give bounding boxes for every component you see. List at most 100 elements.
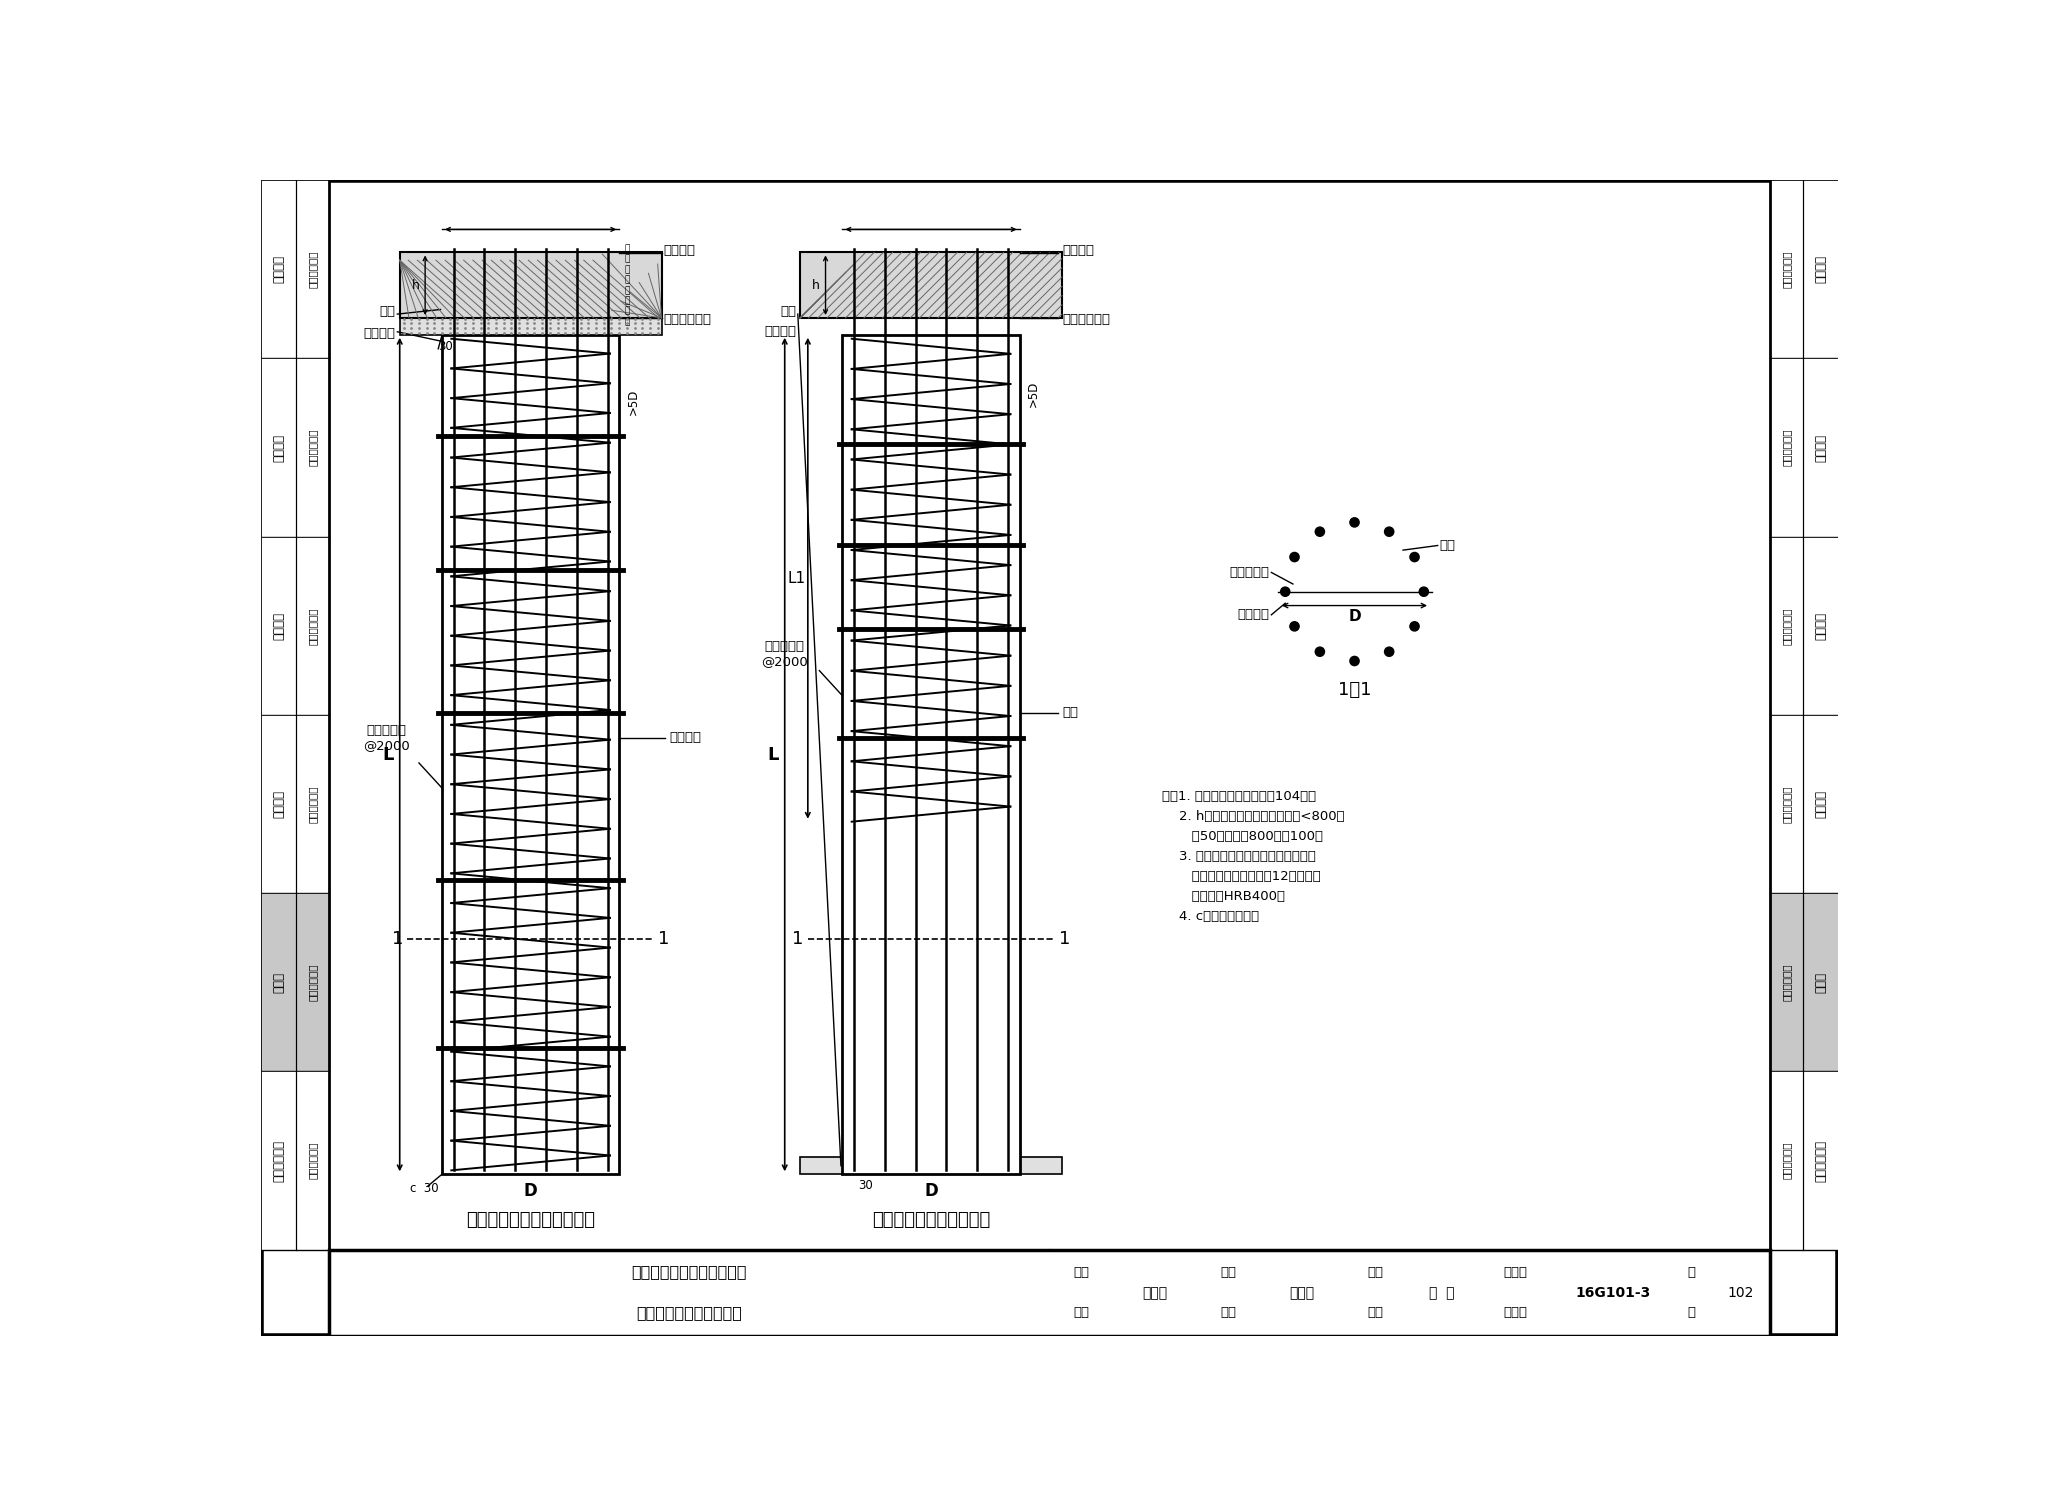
Circle shape [1290, 621, 1298, 630]
Text: 桩顶标高: 桩顶标高 [664, 245, 696, 258]
Text: 焊接加劲箍: 焊接加劲箍 [1229, 566, 1270, 579]
Text: 3. 焊接加劲箍见设计标注，当设计未: 3. 焊接加劲箍见设计标注，当设计未 [1161, 850, 1317, 863]
Circle shape [1409, 621, 1419, 630]
Text: L: L [383, 746, 393, 764]
Text: 基础相关构造: 基础相关构造 [272, 1139, 285, 1181]
Bar [262, 893, 330, 1072]
Text: 1－1: 1－1 [1337, 681, 1372, 699]
Text: L: L [768, 746, 778, 764]
Text: 刘国辉: 刘国辉 [1288, 1286, 1315, 1300]
Text: 16G101-3: 16G101-3 [1575, 1286, 1651, 1300]
Text: 标准构造详图: 标准构造详图 [307, 251, 317, 288]
Circle shape [1350, 656, 1360, 665]
Bar [442, 335, 618, 1174]
Bar [262, 537, 330, 714]
Text: 页: 页 [1688, 1265, 1696, 1279]
Bar [262, 714, 330, 893]
Text: 标准构造详图: 标准构造详图 [307, 606, 317, 644]
Text: 杨  建: 杨 建 [1430, 1286, 1454, 1300]
Bar [1769, 893, 1839, 1072]
Text: 灌注桩通长等截面配筋构造: 灌注桩通长等截面配筋构造 [631, 1264, 748, 1279]
Text: c  30: c 30 [410, 1181, 438, 1195]
Text: 筏形基础: 筏形基础 [272, 790, 285, 818]
Bar [1769, 180, 1839, 359]
Text: >5D: >5D [627, 389, 639, 416]
Text: 标准构造详图: 标准构造详图 [1782, 606, 1792, 644]
Text: 2. h为桩顶进入承台高度，桩径<800时: 2. h为桩顶进入承台高度，桩径<800时 [1161, 811, 1346, 823]
Text: 标准构造详图: 标准构造详图 [1782, 251, 1792, 288]
Circle shape [1384, 647, 1395, 656]
Bar [801, 252, 1063, 318]
Text: 标准构造详图: 标准构造详图 [1782, 429, 1792, 467]
Text: 螺旋箍筋: 螺旋箍筋 [764, 326, 797, 338]
Text: 30: 30 [438, 339, 453, 353]
Circle shape [1290, 552, 1298, 561]
Text: 校对: 校对 [1221, 1265, 1237, 1279]
Text: 垫层: 垫层 [780, 305, 797, 318]
Text: 通长纵筋: 通长纵筋 [670, 731, 700, 744]
Text: 纵筋: 纵筋 [1063, 705, 1077, 719]
Text: 纵筋: 纵筋 [1440, 539, 1456, 552]
Bar [1769, 714, 1839, 893]
Text: 圆
锚
锚
固
长
度
锚
栓: 圆 锚 锚 固 长 度 锚 栓 [625, 245, 629, 326]
Text: 1: 1 [1059, 931, 1069, 949]
Text: 筏形基础: 筏形基础 [1815, 790, 1827, 818]
Text: 焊接加劲箍
@2000: 焊接加劲箍 @2000 [362, 723, 410, 752]
Text: h: h [412, 279, 420, 291]
Text: 基础相关构造: 基础相关构造 [1815, 1139, 1827, 1181]
Bar [330, 1250, 1769, 1336]
Text: 螺旋箍筋: 螺旋箍筋 [1237, 608, 1270, 621]
Text: 页: 页 [1688, 1306, 1696, 1319]
Bar [330, 1250, 1769, 1336]
Text: 102: 102 [1726, 1286, 1753, 1300]
Text: 灌注桩部分长度配筋构造: 灌注桩部分长度配筋构造 [872, 1211, 989, 1229]
Text: D: D [924, 1183, 938, 1201]
Text: 条形基础: 条形基础 [272, 612, 285, 639]
Text: 焊接加劲箍
@2000: 焊接加劲箍 @2000 [762, 639, 809, 668]
Text: 标准构造详图: 标准构造详图 [307, 1142, 317, 1180]
Text: 标准构造详图: 标准构造详图 [307, 429, 317, 467]
Text: 标准构造详图: 标准构造详图 [1782, 964, 1792, 1001]
Text: 独立基础: 独立基础 [272, 434, 285, 461]
Text: 灌注桩通长等截面配筋构造: 灌注桩通长等截面配筋构造 [467, 1211, 596, 1229]
Text: 审核: 审核 [1073, 1306, 1090, 1319]
Circle shape [1280, 587, 1290, 596]
Bar [1769, 1072, 1839, 1250]
Text: L1: L1 [786, 570, 805, 585]
Bar [801, 1157, 1063, 1174]
Text: 图集号: 图集号 [1503, 1265, 1528, 1279]
Text: 一般构造: 一般构造 [1815, 255, 1827, 284]
Bar [842, 335, 1020, 1174]
Text: >5D: >5D [1026, 380, 1040, 407]
Text: 一般构造: 一般构造 [272, 255, 285, 284]
Text: 灌注桩部分长度配筋构造: 灌注桩部分长度配筋构造 [637, 1304, 741, 1319]
Circle shape [1350, 518, 1360, 527]
Bar [399, 252, 662, 318]
Text: 图集号: 图集号 [1503, 1306, 1528, 1319]
Text: 注：1. 纵筋锚入承台做法见第104页。: 注：1. 纵筋锚入承台做法见第104页。 [1161, 790, 1317, 803]
Text: 30: 30 [858, 1180, 872, 1192]
Text: D: D [524, 1183, 537, 1201]
Text: 4. c为保护层厚度。: 4. c为保护层厚度。 [1161, 910, 1260, 923]
Text: 注明时，加劲箍直径为12，强度等: 注明时，加劲箍直径为12，强度等 [1161, 871, 1321, 883]
Text: 设计: 设计 [1366, 1306, 1382, 1319]
Bar [1769, 537, 1839, 714]
Circle shape [1419, 587, 1427, 596]
Bar [1769, 359, 1839, 537]
Text: 承台底面标高: 承台底面标高 [664, 314, 713, 326]
Text: 标准构造详图: 标准构造详图 [307, 964, 317, 1001]
Bar [262, 1072, 330, 1250]
Text: 审核: 审核 [1073, 1265, 1090, 1279]
Text: 标准构造详图: 标准构造详图 [307, 785, 317, 823]
Text: 取50，桩径＞800时取100。: 取50，桩径＞800时取100。 [1161, 830, 1323, 844]
Bar [399, 318, 662, 335]
Text: 条形基础: 条形基础 [1815, 612, 1827, 639]
Circle shape [1315, 647, 1325, 656]
Text: 1: 1 [657, 931, 670, 949]
Circle shape [1384, 527, 1395, 536]
Bar [262, 180, 330, 359]
Text: 承台底面标高: 承台底面标高 [1063, 314, 1110, 326]
Text: 桩基础: 桩基础 [272, 971, 285, 992]
Circle shape [1409, 552, 1419, 561]
Text: h: h [813, 279, 821, 291]
